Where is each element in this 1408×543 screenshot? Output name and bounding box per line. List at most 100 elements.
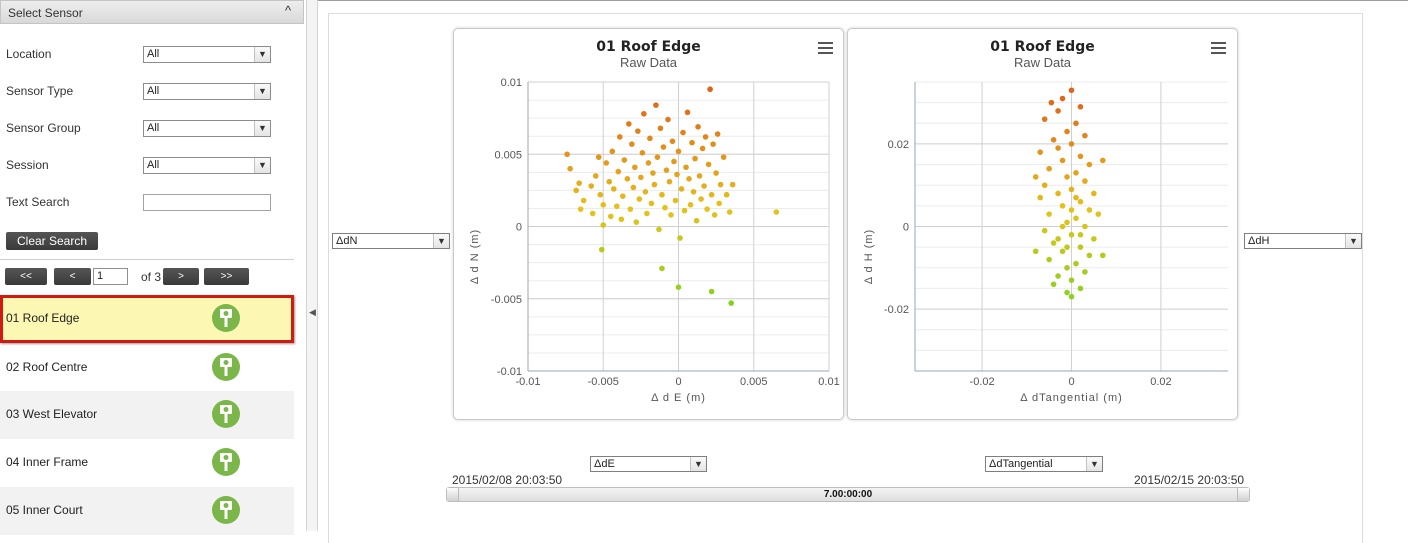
y-tick-label: -0.005 <box>491 294 522 306</box>
data-point <box>1050 137 1057 143</box>
data-point <box>1073 170 1079 176</box>
data-point <box>720 154 727 160</box>
right-x-axis-value: ΔdTangential <box>989 458 1053 470</box>
data-point <box>1073 260 1079 267</box>
collapse-panel-icon[interactable]: ^ <box>285 3 292 18</box>
chart-title: 01 Roof Edge <box>596 39 701 55</box>
data-point <box>647 135 653 142</box>
survey-prism-icon <box>212 448 240 476</box>
chart-subtitle: Raw Data <box>619 55 678 70</box>
data-point <box>662 204 668 211</box>
data-point <box>1041 227 1048 234</box>
data-point <box>654 154 661 160</box>
sensor-group-select[interactable]: All ▼ <box>143 120 271 137</box>
prev-page-button[interactable]: < <box>54 268 91 285</box>
x-tick-label: 0 <box>1068 376 1074 388</box>
data-point <box>713 170 719 176</box>
right-y-axis-select[interactable]: ΔdH ▼ <box>1244 233 1362 249</box>
x-tick-label: 0.02 <box>1150 376 1171 388</box>
data-point <box>671 158 677 165</box>
data-point <box>1086 161 1093 168</box>
range-start-handle[interactable] <box>447 488 459 501</box>
sensor-item-02-roof-centre[interactable]: 02 Roof Centre <box>0 344 294 392</box>
text-search-label: Text Search <box>6 195 70 209</box>
data-point <box>1077 285 1084 292</box>
chart-menu-icon[interactable] <box>818 42 833 54</box>
data-point <box>609 148 616 155</box>
data-point <box>564 151 570 158</box>
sensor-item-05-inner-court[interactable]: 05 Inner Court <box>0 487 294 535</box>
data-point <box>635 128 641 134</box>
page-number-input[interactable]: 1 <box>93 268 128 285</box>
data-point <box>659 191 665 198</box>
data-point <box>675 284 682 290</box>
sidebar-divider <box>0 259 294 260</box>
panel-splitter[interactable]: ◀ <box>306 0 318 531</box>
y-axis-title: Δ d H (m) <box>863 229 875 284</box>
data-point <box>717 181 724 188</box>
sensor-item-01-roof-edge[interactable]: 01 Roof Edge <box>0 295 294 343</box>
data-point <box>1077 153 1084 160</box>
chevron-down-icon: ▼ <box>1345 234 1361 248</box>
session-select[interactable]: All ▼ <box>143 157 271 174</box>
data-point <box>698 196 704 202</box>
chevron-down-icon: ▼ <box>254 158 270 173</box>
y-tick-label: 0.005 <box>494 149 522 161</box>
sensor-item-04-inner-frame[interactable]: 04 Inner Frame <box>0 439 294 487</box>
data-point <box>1068 87 1075 94</box>
data-point <box>678 186 685 192</box>
chart-panel <box>328 13 1363 543</box>
data-point <box>641 110 647 117</box>
x-axis-title: Δ dTangential (m) <box>1020 392 1123 404</box>
chevron-down-icon: ▼ <box>1086 457 1102 471</box>
range-end-handle[interactable] <box>1237 488 1249 501</box>
data-point <box>675 148 682 155</box>
data-point <box>714 131 721 137</box>
data-point <box>629 141 635 147</box>
data-point <box>595 154 602 160</box>
right-x-axis-select[interactable]: ΔdTangential ▼ <box>985 456 1103 472</box>
data-point <box>1068 141 1075 147</box>
clear-search-button[interactable]: Clear Search <box>6 232 98 250</box>
sensor-type-select[interactable]: All ▼ <box>143 83 271 100</box>
data-point <box>1050 240 1057 246</box>
data-point <box>1086 207 1093 213</box>
text-search-input[interactable] <box>143 194 271 211</box>
location-label: Location <box>6 47 52 61</box>
data-point <box>686 176 692 182</box>
sensor-item-03-west-elevator[interactable]: 03 West Elevator <box>0 391 294 439</box>
range-end-date: 2015/02/15 20:03:50 <box>1134 473 1245 487</box>
chart-card-right: 01 Roof Edge Raw Data -0.02 0 0.02 0.02 0 -0.… <box>847 28 1238 420</box>
data-point <box>728 300 734 306</box>
data-point <box>684 109 691 116</box>
data-point <box>1091 190 1097 197</box>
data-point <box>690 189 697 195</box>
first-page-button[interactable]: << <box>5 268 47 285</box>
data-point <box>1073 120 1079 127</box>
data-point <box>1064 174 1070 180</box>
y-tick-label: 0 <box>516 222 522 234</box>
chart-menu-icon[interactable] <box>1211 42 1226 54</box>
chevron-down-icon: ▼ <box>254 121 270 136</box>
right-y-axis-value: ΔdH <box>1248 235 1270 247</box>
left-y-axis-select[interactable]: ΔdN ▼ <box>332 233 450 249</box>
time-range-slider[interactable]: 7.00:00:00 <box>446 487 1250 502</box>
location-select[interactable]: All ▼ <box>143 46 271 63</box>
x-axis-title: Δ d E (m) <box>651 392 706 404</box>
data-point <box>1082 269 1088 275</box>
data-point <box>1086 252 1093 259</box>
data-point <box>1091 236 1097 242</box>
data-point <box>1082 132 1088 139</box>
collapse-sidebar-icon[interactable]: ◀ <box>309 307 316 317</box>
data-point <box>1077 231 1084 238</box>
page-count-label: of 3 <box>141 270 162 284</box>
data-point <box>598 246 605 253</box>
data-point <box>701 183 707 189</box>
data-point <box>1032 174 1039 180</box>
data-point <box>1064 219 1070 226</box>
next-page-button[interactable]: > <box>163 268 199 285</box>
data-point <box>1046 211 1052 217</box>
data-point <box>615 168 622 175</box>
left-x-axis-select[interactable]: ΔdE ▼ <box>590 456 707 472</box>
last-page-button[interactable]: >> <box>204 268 249 285</box>
